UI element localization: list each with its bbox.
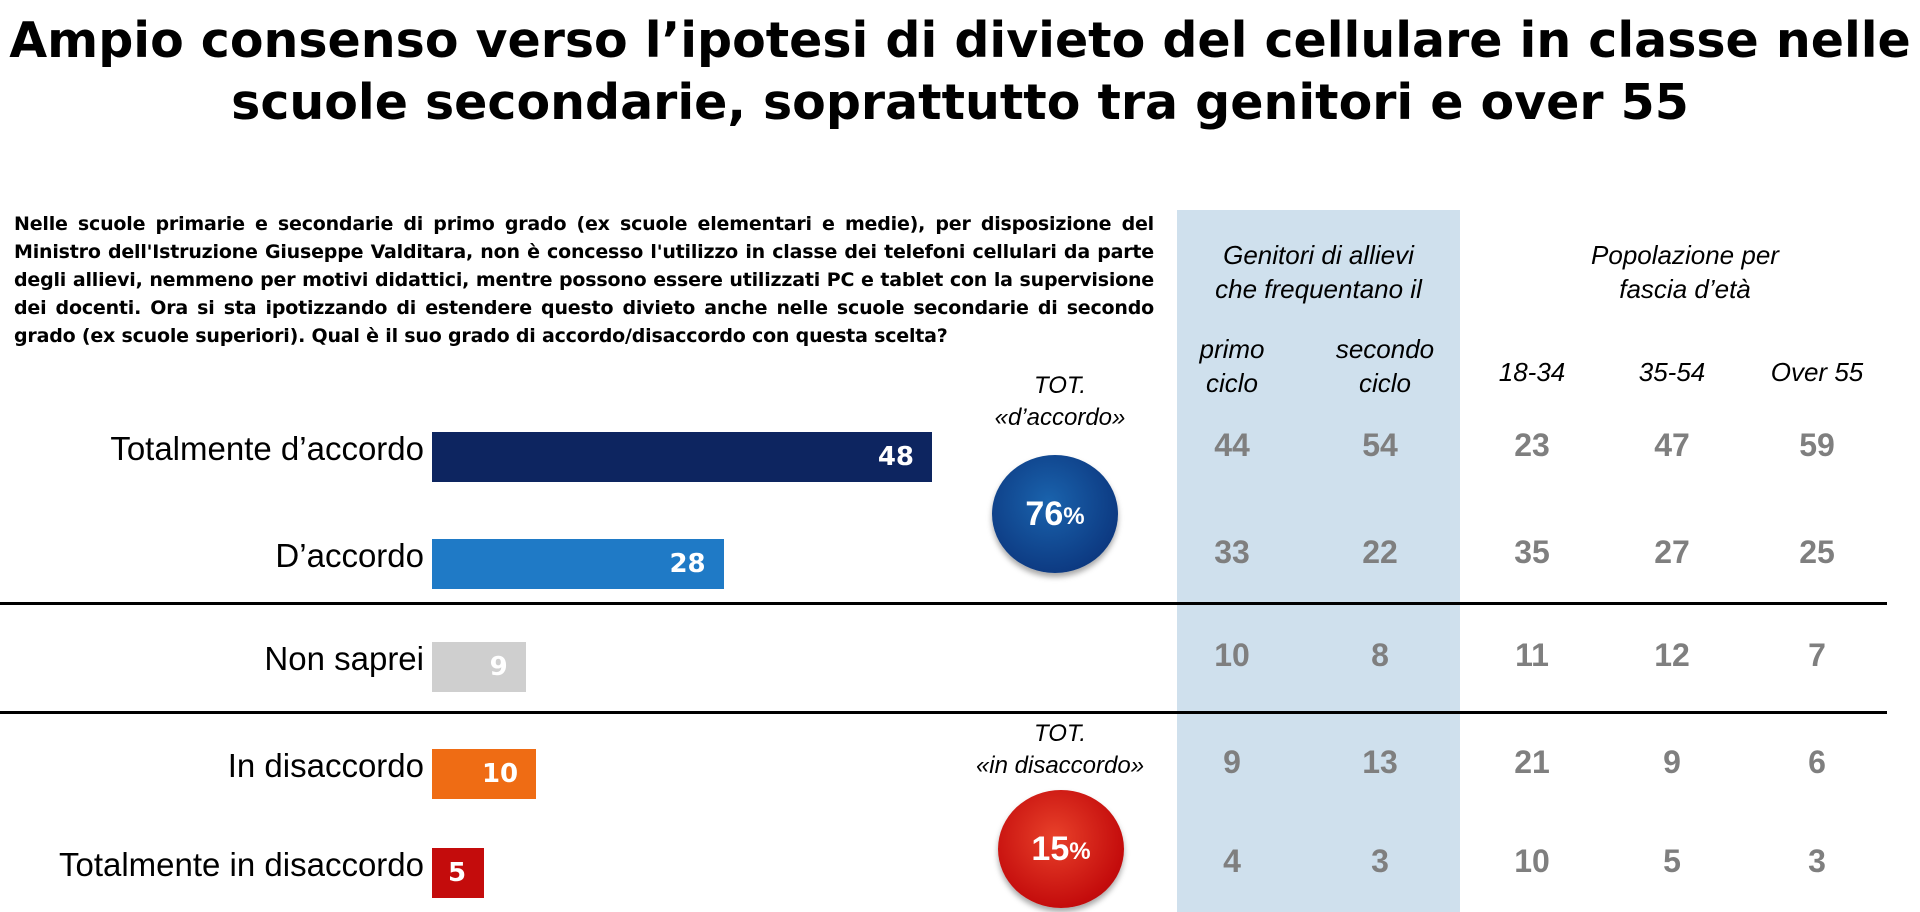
table-cell: 13 [1362,744,1398,780]
table-cell: 11 [1515,637,1549,673]
table-cell: 33 [1214,534,1250,570]
table-cell: 6 [1808,744,1826,780]
table-cell: 23 [1514,427,1550,463]
table-cell: 22 [1362,534,1398,570]
page-title: Ampio consenso verso l’ipotesi di diviet… [0,10,1920,134]
total-agree-label-line-1: TOT. [1033,372,1087,399]
bar-value-label: 48 [877,442,914,472]
total-disagree-percent: % [1069,838,1091,865]
bar-value-label: 9 [489,652,508,682]
survey-question: Nelle scuole primarie e secondarie di pr… [14,213,1154,347]
category-label: Non saprei [264,640,424,677]
table-cell: 3 [1808,843,1826,879]
col-header-secondo-ciclo: secondo ciclo [1320,332,1450,400]
table-cell: 3 [1371,843,1389,879]
population-header-line-1: Popolazione per [1591,240,1779,270]
total-disagree-circle: 15% [998,790,1124,908]
table-cell: 9 [1223,744,1241,780]
table-cell: 9 [1663,744,1681,780]
total-disagree-label-line-2: «in disaccordo» [975,752,1145,779]
population-group-header: Popolazione per fascia d’età [1500,238,1870,306]
col-header-primo-line-2: ciclo [1205,368,1258,398]
title-line-2: scuole secondarie, soprattutto tra genit… [231,74,1689,131]
parents-header-line-2: che frequentano il [1215,274,1422,304]
table-cell: 10 [1514,843,1550,879]
population-header-line-2: fascia d’età [1619,274,1751,304]
bar: 5 [432,848,485,898]
total-disagree-label: TOT. «in disaccordo» [950,718,1170,782]
separator-line [0,602,1887,605]
total-agree-circle: 76% [992,455,1118,573]
table-cell: 21 [1514,744,1550,780]
col-header-age-35-54: 35-54 [1638,357,1706,387]
table-cell: 47 [1654,427,1690,463]
total-disagree-value: 15 [1031,829,1070,868]
bar-value-label: 5 [447,858,467,888]
parents-header-line-1: Genitori di allievi [1223,240,1414,270]
bar: 9 [432,642,526,692]
col-header-primo-ciclo: primo ciclo [1172,332,1292,400]
separator-line [0,711,1887,714]
title-line-1: Ampio consenso verso l’ipotesi di diviet… [9,12,1911,69]
category-label: Totalmente in disaccordo [58,846,424,883]
category-label: Totalmente d’accordo [110,430,424,467]
col-header-age-over-55: Over 55 [1770,357,1864,387]
parents-group-header: Genitori di allievi che frequentano il [1177,238,1460,306]
total-agree-label-line-2: «d’accordo» [994,404,1126,431]
parents-highlight-panel [1177,210,1460,912]
total-agree-label: TOT. «d’accordo» [960,370,1160,434]
col-header-primo-line-1: primo [1199,334,1265,364]
table-cell: 27 [1654,534,1690,570]
bar: 10 [432,749,537,799]
category-label: D’accordo [275,537,424,574]
table-cell: 35 [1514,534,1550,570]
table-cell: 44 [1214,427,1250,463]
total-disagree-label-line-1: TOT. [1033,720,1087,747]
bar: 48 [432,432,932,482]
total-agree-value: 76 [1025,494,1064,533]
col-header-secondo-line-2: ciclo [1358,368,1411,398]
category-label: In disaccordo [227,747,424,784]
table-cell: 54 [1362,427,1398,463]
table-cell: 12 [1654,637,1690,673]
table-cell: 8 [1371,637,1389,673]
bar-value-label: 28 [669,549,706,579]
col-header-age-18-34: 18-34 [1498,357,1566,387]
table-cell: 10 [1214,637,1250,673]
total-agree-percent: % [1063,503,1085,530]
bar: 28 [432,539,724,589]
table-cell: 5 [1663,843,1681,879]
col-header-secondo-line-1: secondo [1335,334,1435,364]
bar-value-label: 10 [481,759,519,789]
table-cell: 7 [1808,637,1826,673]
table-cell: 4 [1223,843,1241,879]
table-cell: 59 [1799,427,1835,463]
table-cell: 25 [1799,534,1835,570]
